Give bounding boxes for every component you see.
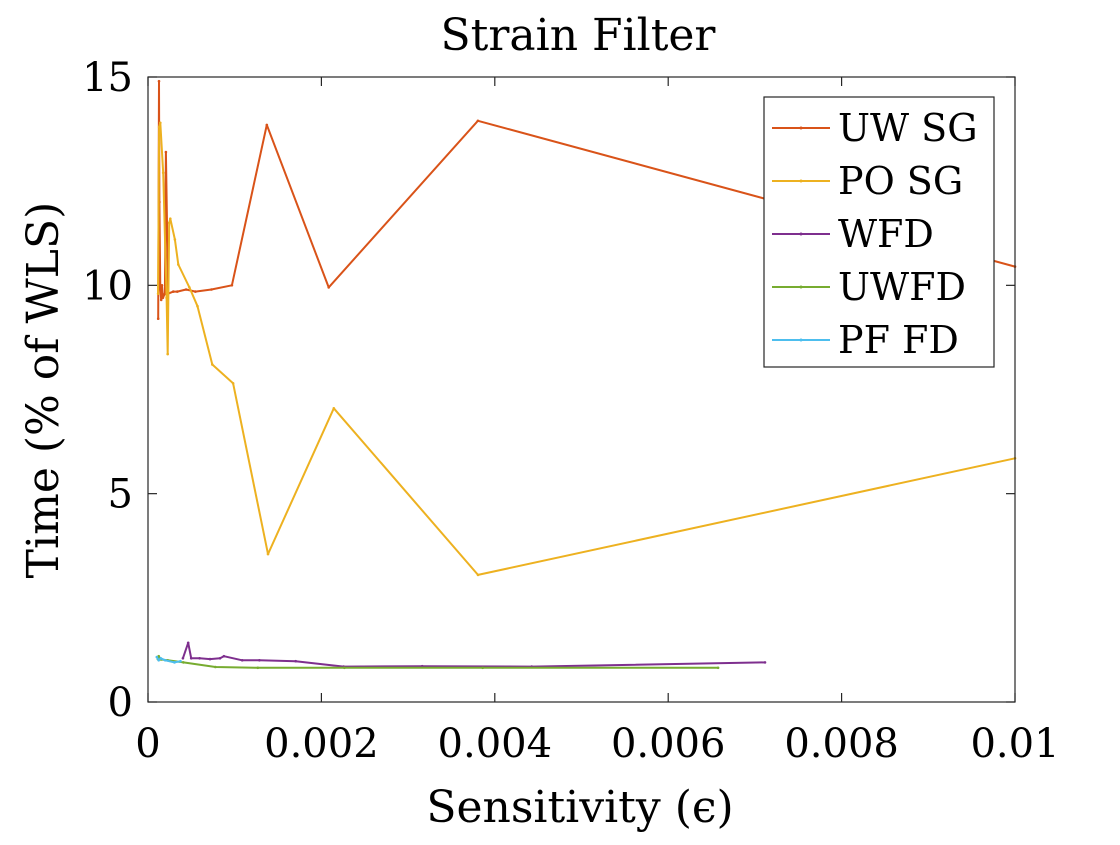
- data-point-1-12: [211, 363, 214, 366]
- data-point-2-7: [240, 659, 244, 662]
- data-point-0-0: [156, 317, 160, 321]
- y-tick-label: 10: [82, 263, 133, 309]
- data-point-0-3: [159, 288, 162, 291]
- data-point-0-14: [210, 288, 213, 291]
- x-tick-label: 0.008: [784, 721, 899, 767]
- legend-marker-4: [799, 338, 803, 342]
- data-point-1-7: [169, 217, 172, 220]
- data-point-0-16: [265, 123, 269, 127]
- data-point-1-4: [165, 296, 168, 300]
- data-point-1-1: [157, 125, 161, 129]
- data-point-4-2: [159, 657, 163, 660]
- data-point-1-6: [167, 221, 171, 225]
- data-point-1-9: [177, 263, 180, 266]
- series-line-0: [157, 80, 1016, 319]
- legend-marker-1: [799, 179, 803, 183]
- x-tick-label: 0.004: [438, 721, 553, 767]
- series-line-2: [181, 641, 766, 668]
- data-point-0-15: [230, 284, 234, 287]
- data-point-1-5: [166, 352, 169, 356]
- data-point-0-1: [157, 79, 161, 83]
- data-point-3-4: [182, 661, 185, 664]
- axes: 0 0.002 0.004 0.006 0.008 0.01 0 5 10 15: [82, 55, 1059, 767]
- data-point-0-6: [161, 296, 165, 300]
- data-point-0-12: [184, 288, 188, 291]
- data-point-1-0: [156, 292, 160, 296]
- data-point-0-10: [172, 290, 175, 293]
- legend-label-1: PO SG: [838, 159, 963, 203]
- data-point-2-2: [189, 657, 193, 660]
- y-axis-label: Time (% of WLS): [18, 202, 69, 579]
- legend: UW SG PO SG WFD UWFD PF FD: [763, 96, 995, 368]
- data-point-1-16: [476, 573, 480, 577]
- data-point-0-11: [176, 290, 179, 293]
- data-point-1-13: [231, 382, 235, 385]
- data-point-2-3: [198, 657, 201, 660]
- legend-label-2: WFD: [838, 212, 934, 256]
- data-point-1-15: [332, 407, 336, 410]
- data-point-3-7: [343, 666, 346, 670]
- series-line-1: [157, 121, 1016, 576]
- data-point-4-3: [163, 659, 167, 662]
- data-point-3-8: [481, 666, 485, 670]
- data-point-3-6: [256, 666, 260, 670]
- legend-label-0: UW SG: [838, 106, 978, 150]
- data-point-2-4: [208, 657, 212, 661]
- data-point-2-13: [763, 661, 767, 664]
- legend-label-3: UWFD: [838, 265, 966, 309]
- data-point-4-5: [179, 659, 182, 663]
- data-point-0-18: [476, 119, 480, 123]
- x-tick-label: 0.01: [970, 721, 1059, 767]
- data-point-2-1: [186, 641, 190, 645]
- x-axis-label: Sensitivity (ϵ): [426, 782, 733, 833]
- data-point-2-6: [222, 654, 226, 658]
- data-point-1-3: [161, 171, 165, 175]
- x-tick-label: 0.006: [611, 721, 726, 767]
- x-tick-label: 0: [135, 721, 160, 767]
- y-tick-label: 0: [108, 680, 133, 726]
- data-point-1-10: [188, 286, 191, 289]
- data-point-3-5: [214, 665, 217, 669]
- data-point-0-5: [160, 284, 164, 287]
- data-point-1-2: [159, 121, 162, 125]
- data-point-0-13: [194, 290, 197, 293]
- x-tick-label: 0.002: [264, 721, 379, 767]
- legend-marker-0: [799, 126, 803, 130]
- legend-marker-3: [799, 285, 803, 289]
- plot-area: [155, 79, 1017, 670]
- axes-box: [147, 76, 1016, 703]
- data-point-1-14: [266, 552, 270, 556]
- legend-box: [763, 96, 995, 368]
- data-point-1-11: [196, 304, 199, 308]
- data-point-2-9: [294, 659, 298, 663]
- chart-title: Strain Filter: [441, 10, 717, 61]
- data-point-4-0: [155, 655, 159, 659]
- data-point-0-4: [159, 298, 163, 302]
- data-point-0-17: [327, 286, 331, 289]
- legend-marker-2: [799, 232, 803, 236]
- y-tick-label: 5: [108, 472, 133, 518]
- legend-label-4: PF FD: [838, 318, 959, 362]
- data-point-3-9: [716, 666, 720, 670]
- data-point-2-5: [218, 657, 222, 660]
- data-point-2-8: [258, 659, 261, 662]
- data-point-0-8: [164, 150, 168, 154]
- data-point-1-8: [173, 238, 177, 241]
- y-tick-label: 15: [82, 55, 133, 101]
- data-point-2-0: [181, 657, 185, 660]
- data-point-4-1: [157, 659, 160, 662]
- data-point-4-4: [173, 661, 176, 664]
